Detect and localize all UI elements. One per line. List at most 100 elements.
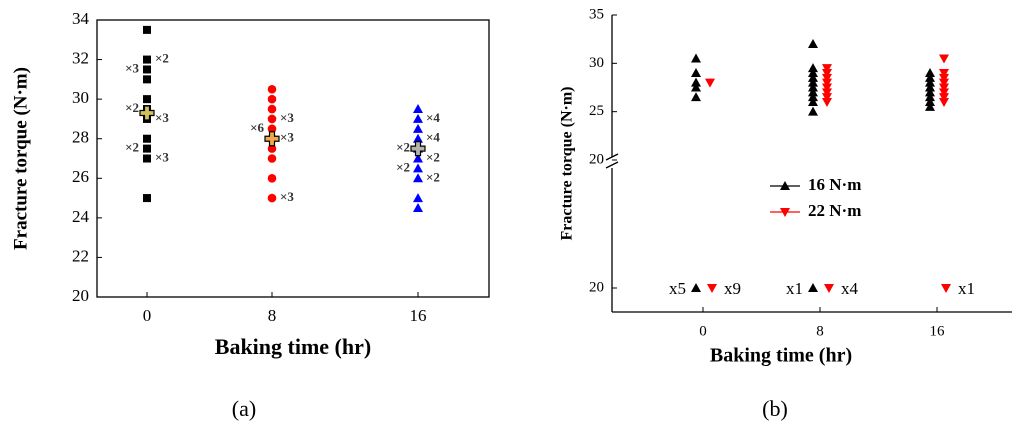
point [143, 95, 151, 104]
point [925, 68, 935, 77]
y-tick-label: 25 [589, 103, 604, 119]
point [413, 153, 423, 163]
x-tick-label: 16 [930, 323, 946, 339]
point [939, 83, 949, 93]
point [691, 82, 701, 92]
point [939, 93, 949, 103]
count-label: ×3 [280, 110, 294, 125]
count-label: ×2 [426, 149, 440, 164]
y-tick-label: 34 [72, 9, 90, 28]
point [808, 92, 818, 102]
point [808, 39, 818, 48]
point [413, 163, 423, 173]
point [143, 25, 151, 34]
point [143, 65, 151, 74]
point [413, 202, 423, 212]
legend-label: 16 N·m [808, 175, 861, 194]
point [143, 55, 151, 64]
x-axis-label: Baking time (hr) [710, 345, 852, 367]
count-label: ×2 [155, 51, 169, 66]
point [822, 69, 832, 78]
point [808, 97, 818, 106]
count-label: ×2 [426, 169, 440, 184]
point [808, 106, 818, 116]
count-label: ×3 [280, 189, 294, 204]
point [143, 194, 151, 203]
point [925, 77, 935, 87]
x-tick-label: 0 [699, 323, 707, 339]
count-label: x1 [786, 279, 803, 298]
point [808, 72, 818, 82]
point [143, 154, 151, 163]
count-label: x4 [841, 279, 859, 298]
point [941, 284, 951, 293]
point [808, 283, 818, 292]
caption: (a) [232, 396, 256, 421]
caption: (b) [762, 396, 788, 421]
legend-marker [780, 181, 790, 190]
count-label: ×3 [155, 110, 169, 125]
point [267, 84, 277, 94]
y-tick-label: 20 [589, 151, 604, 167]
y-tick-label: 30 [72, 88, 89, 107]
legend-marker [780, 208, 790, 217]
point [413, 173, 423, 183]
point [939, 54, 949, 64]
plot-frame [96, 19, 490, 298]
point [691, 283, 701, 292]
point [822, 98, 832, 107]
point [707, 284, 717, 293]
y-tick-label: 22 [72, 246, 89, 265]
point [824, 284, 834, 293]
point [413, 113, 423, 123]
point [822, 83, 832, 93]
y-tick-label: 20 [589, 279, 604, 295]
point [267, 144, 277, 153]
point [925, 97, 935, 106]
point [413, 104, 423, 114]
y-tick-label: 26 [72, 167, 89, 186]
point [691, 92, 701, 102]
y-axis-label: Fracture torque (N·m) [10, 67, 31, 250]
point [413, 193, 423, 203]
point [808, 68, 818, 77]
point [925, 82, 935, 92]
mean-marker [410, 141, 426, 157]
mean-marker [264, 131, 280, 147]
point [808, 87, 818, 97]
point [939, 69, 949, 78]
point [808, 82, 818, 92]
point [143, 75, 151, 84]
count-label: ×2 [396, 140, 410, 155]
point [925, 101, 935, 111]
count-label: ×4 [426, 130, 440, 145]
point [267, 104, 277, 114]
point [925, 72, 935, 82]
x-tick-label: 0 [143, 306, 152, 325]
point [413, 133, 423, 143]
point [808, 77, 818, 87]
y-tick-label: 24 [72, 207, 90, 226]
point [925, 92, 935, 102]
count-label: x1 [958, 279, 975, 298]
point [822, 93, 832, 103]
point [267, 173, 277, 183]
point [691, 77, 701, 87]
point [822, 64, 832, 74]
legend-label: 22 N·m [808, 201, 861, 220]
x-tick-label: 8 [816, 323, 824, 339]
point [267, 114, 277, 124]
point [939, 73, 949, 83]
point [413, 123, 423, 133]
x-tick-label: 16 [410, 306, 427, 325]
point [267, 124, 277, 134]
point [705, 78, 715, 88]
point [267, 154, 277, 163]
y-tick-label: 20 [72, 286, 89, 305]
point [822, 88, 832, 98]
point [691, 68, 701, 77]
count-label: ×6 [250, 120, 264, 135]
count-label: ×4 [426, 110, 440, 125]
point [143, 144, 151, 153]
mean-marker [139, 105, 155, 121]
